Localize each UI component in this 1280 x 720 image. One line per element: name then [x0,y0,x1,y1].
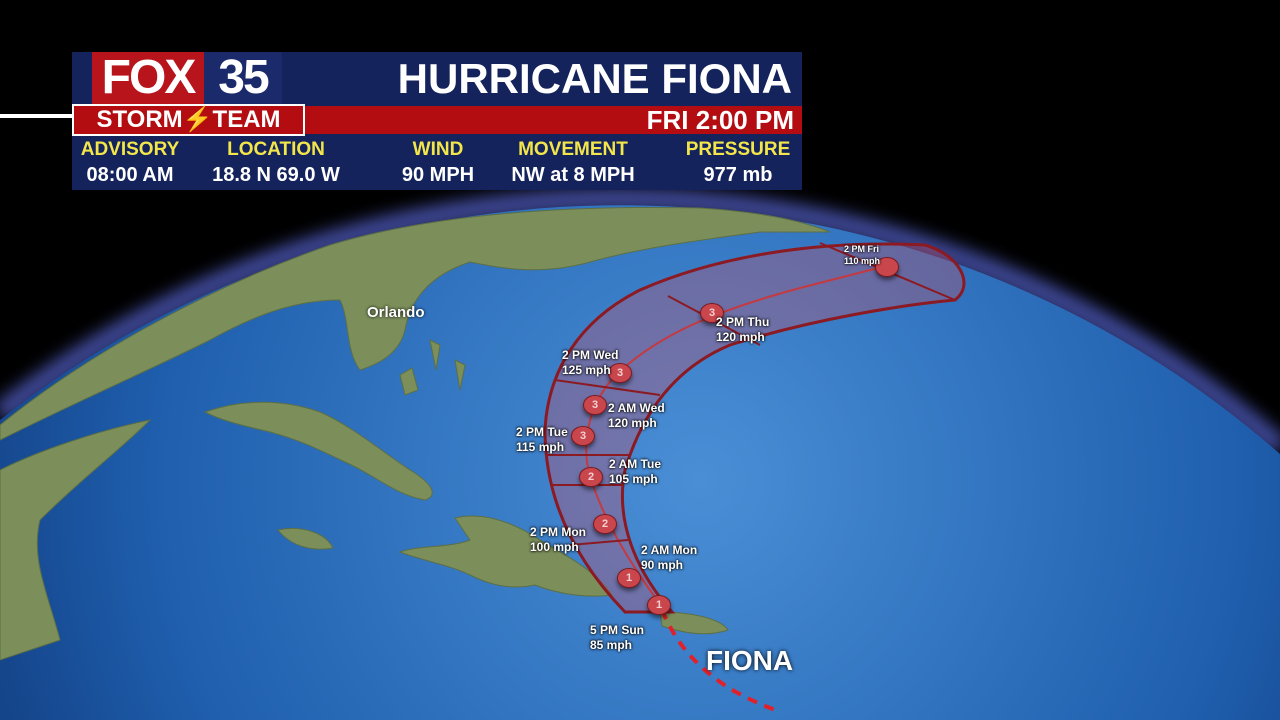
forecast-point-label: 2 PM Mon 100 mph [530,525,586,555]
advisory-column: ADVISORY 08:00 AM [72,138,188,188]
forecast-point-label: 2 AM Tue 105 mph [609,457,661,487]
forecast-point-label: 2 PM Tue 115 mph [516,425,568,455]
fox-logo: FOX [92,52,204,104]
location-label: LOCATION [227,139,325,160]
jamaica [277,527,334,550]
forecast-point-marker: 2 [579,467,603,487]
past-track-line [660,609,781,714]
forecast-point-label: 2 AM Mon 90 mph [641,543,697,573]
forecast-time: 2 AM Mon [641,543,698,557]
forecast-point-label: 2 PM Thu 120 mph [716,315,769,345]
pressure-value: 977 mb [703,164,773,186]
forecast-time: 2 PM Mon [530,525,586,539]
movement-column: MOVEMENT NW at 8 MPH [500,138,646,188]
advisory-label: ADVISORY [80,139,180,160]
banner-line [0,114,72,118]
hispaniola [398,515,613,597]
forecast-wind: 120 mph [608,416,657,430]
wind-label: WIND [412,139,464,160]
forecast-wind: 115 mph [516,440,565,454]
forecast-point-marker: 3 [583,395,607,415]
atmosphere-glow [0,188,1280,457]
forecast-time: 5 PM Sun [590,623,645,637]
movement-label: MOVEMENT [518,139,628,160]
advisory-value: 08:00 AM [86,164,174,186]
location-value: 18.8 N 69.0 W [212,164,340,186]
forecast-time: 2 PM Thu [716,315,770,329]
wind-value: 90 MPH [401,164,475,186]
forecast-wind: 90 mph [641,558,684,572]
wind-column: WIND 90 MPH [390,138,486,188]
forecast-point-label: 5 PM Sun 85 mph [590,623,644,653]
land [0,206,831,661]
central-america [0,419,152,661]
forecast-point-marker: 2 [593,514,617,534]
forecast-wind: 105 mph [609,472,658,486]
pressure-label: PRESSURE [685,139,791,160]
city-label-orlando: Orlando [367,304,425,321]
forecast-wind: 120 mph [716,330,765,344]
north-america [0,206,831,441]
forecast-point-marker: 1 [647,595,671,615]
forecast-time: 2 PM Wed [562,348,619,362]
forecast-wind: 125 mph [562,363,611,377]
forecast-point-marker [875,257,899,277]
forecast-wind: 85 mph [590,638,633,652]
channel-number-logo: 35 [204,52,282,104]
forecast-point-label: 2 PM Wed 125 mph [562,348,618,378]
bahamas [399,339,466,396]
movement-value: NW at 8 MPH [511,164,635,186]
location-column: LOCATION 18.8 N 69.0 W [196,138,356,188]
ocean [0,205,1280,720]
forecast-time: 2 PM Tue [516,425,568,439]
forecast-wind: 110 mph [844,256,881,266]
forecast-wind: 100 mph [530,540,579,554]
forecast-point-marker: 3 [700,303,724,323]
forecast-point-label: 2 PM Fri 110 mph [844,243,880,267]
forecast-point-label: 2 AM Wed 120 mph [608,401,665,431]
forecast-time: 2 AM Tue [609,457,662,471]
storm-name-label: FIONA [706,645,794,676]
forecast-time: 2 AM Wed [608,401,665,415]
broadcast-time: FRI 2:00 PM [646,105,794,135]
cuba [203,401,433,501]
forecast-time: 2 PM Fri [844,244,880,254]
page-title: HURRICANE FIONA [397,55,792,102]
forecast-point-marker: 3 [608,363,632,383]
pressure-column: PRESSURE 977 mb [680,138,796,188]
forecast-point-marker: 1 [617,568,641,588]
storm-team-logo: STORM⚡TEAM [72,104,305,136]
forecast-point-marker: 3 [571,426,595,446]
